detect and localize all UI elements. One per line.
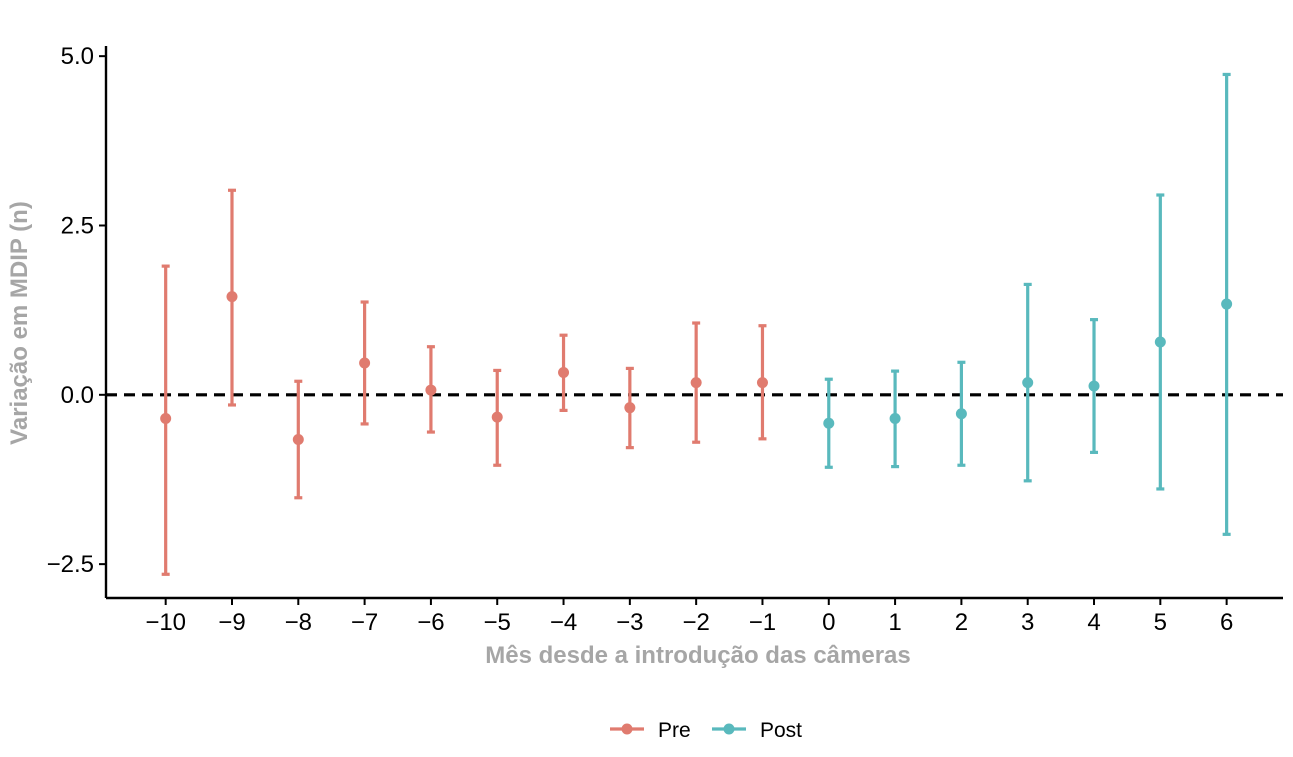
- y-tick-label: 5.0: [61, 43, 94, 70]
- data-point: [1022, 377, 1034, 389]
- data-point: [359, 357, 371, 369]
- x-axis-title: Mês desde a introdução das câmeras: [485, 642, 911, 669]
- legend-label: Post: [760, 719, 802, 742]
- y-tick-label: −2.5: [47, 551, 94, 578]
- data-point: [756, 377, 768, 389]
- x-tick-label: 3: [1021, 609, 1034, 636]
- x-tick-label: 6: [1220, 609, 1233, 636]
- data-point: [1221, 298, 1233, 310]
- x-tick-label: −4: [550, 609, 577, 636]
- y-tick-label: 2.5: [61, 212, 94, 239]
- x-tick-label: −7: [351, 609, 378, 636]
- data-point: [1088, 380, 1100, 392]
- x-tick-label: −6: [417, 609, 444, 636]
- x-ticks: −10 −9 −8 −7 −6 −5 −4 −3 −2 −1 0 1 2 3 4 5 6: [145, 598, 1233, 636]
- data-point: [1154, 336, 1166, 348]
- legend-item-post: Post: [712, 719, 802, 742]
- data-point: [823, 417, 835, 429]
- x-tick-label: −9: [218, 609, 245, 636]
- data-point: [690, 377, 702, 389]
- x-tick-label: −5: [484, 609, 511, 636]
- data-point: [226, 291, 238, 303]
- series-pre: [160, 188, 768, 576]
- x-tick-label: 1: [888, 609, 901, 636]
- series-post: [823, 72, 1233, 536]
- data-point: [889, 413, 901, 425]
- axes-layer: [104, 46, 1283, 600]
- x-tick-label: −2: [682, 609, 709, 636]
- x-tick-label: 2: [955, 609, 968, 636]
- data-point: [491, 411, 503, 423]
- legend-key-point: [723, 723, 735, 735]
- y-tick-label: 0.0: [61, 382, 94, 409]
- legend-label: Pre: [658, 719, 691, 742]
- x-tick-label: −10: [145, 609, 186, 636]
- legend: Pre Post: [610, 719, 802, 742]
- x-tick-label: 5: [1154, 609, 1167, 636]
- data-point: [292, 434, 304, 446]
- data-point: [425, 384, 437, 396]
- legend-key-point: [621, 723, 633, 735]
- x-tick-label: −3: [616, 609, 643, 636]
- y-ticks: 5.0 2.5 0.0 −2.5: [47, 43, 106, 578]
- legend-item-pre: Pre: [610, 719, 691, 742]
- x-tick-label: 4: [1087, 609, 1100, 636]
- data-point: [160, 413, 172, 425]
- x-tick-label: 0: [822, 609, 835, 636]
- series-layer: [160, 72, 1233, 576]
- x-tick-label: −1: [749, 609, 776, 636]
- data-point: [955, 408, 967, 420]
- data-point: [624, 402, 636, 414]
- x-tick-label: −8: [285, 609, 312, 636]
- data-point: [558, 366, 570, 378]
- y-axis-title: Variação em MDIP (n): [6, 201, 33, 445]
